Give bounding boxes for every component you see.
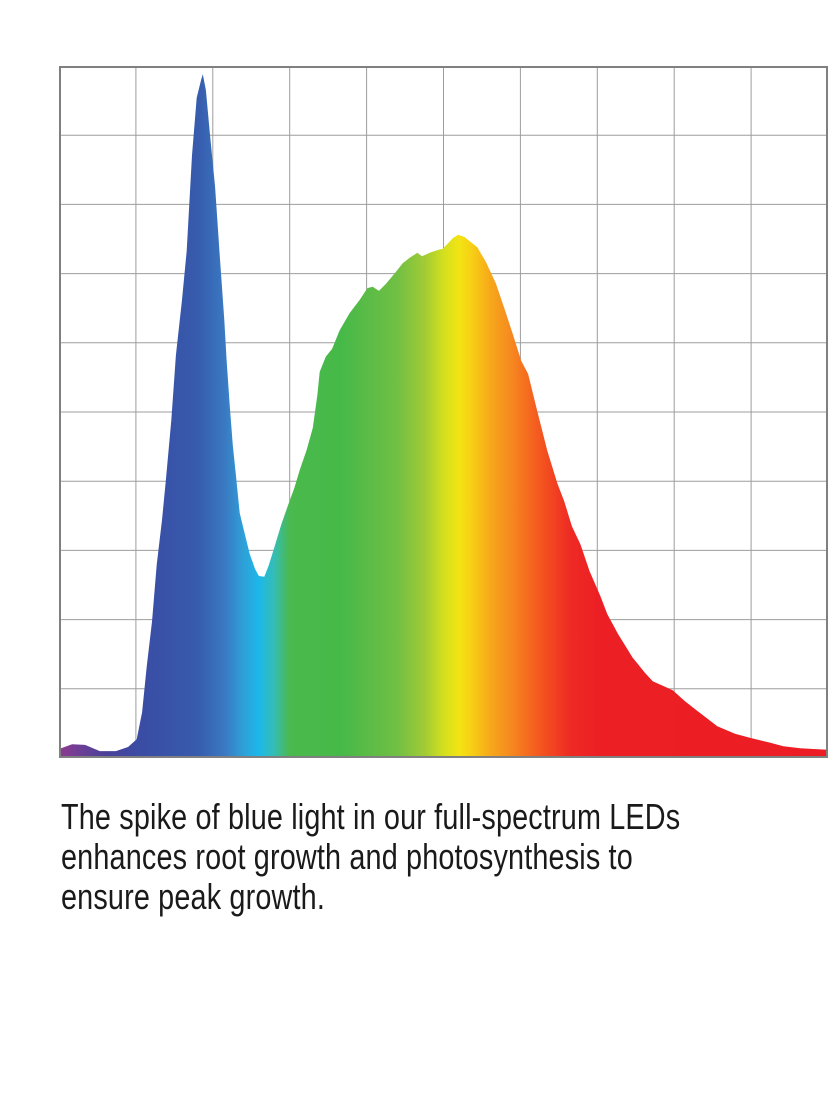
spectrum-chart-svg (59, 66, 828, 758)
chart-caption: The spike of blue light in our full-spec… (61, 797, 821, 917)
spectrum-chart (59, 66, 828, 758)
caption-line-1: The spike of blue light in our full-spec… (61, 796, 681, 837)
caption-line-3: ensure peak growth. (61, 876, 325, 917)
caption-line-2: enhances root growth and photosynthesis … (61, 836, 633, 877)
